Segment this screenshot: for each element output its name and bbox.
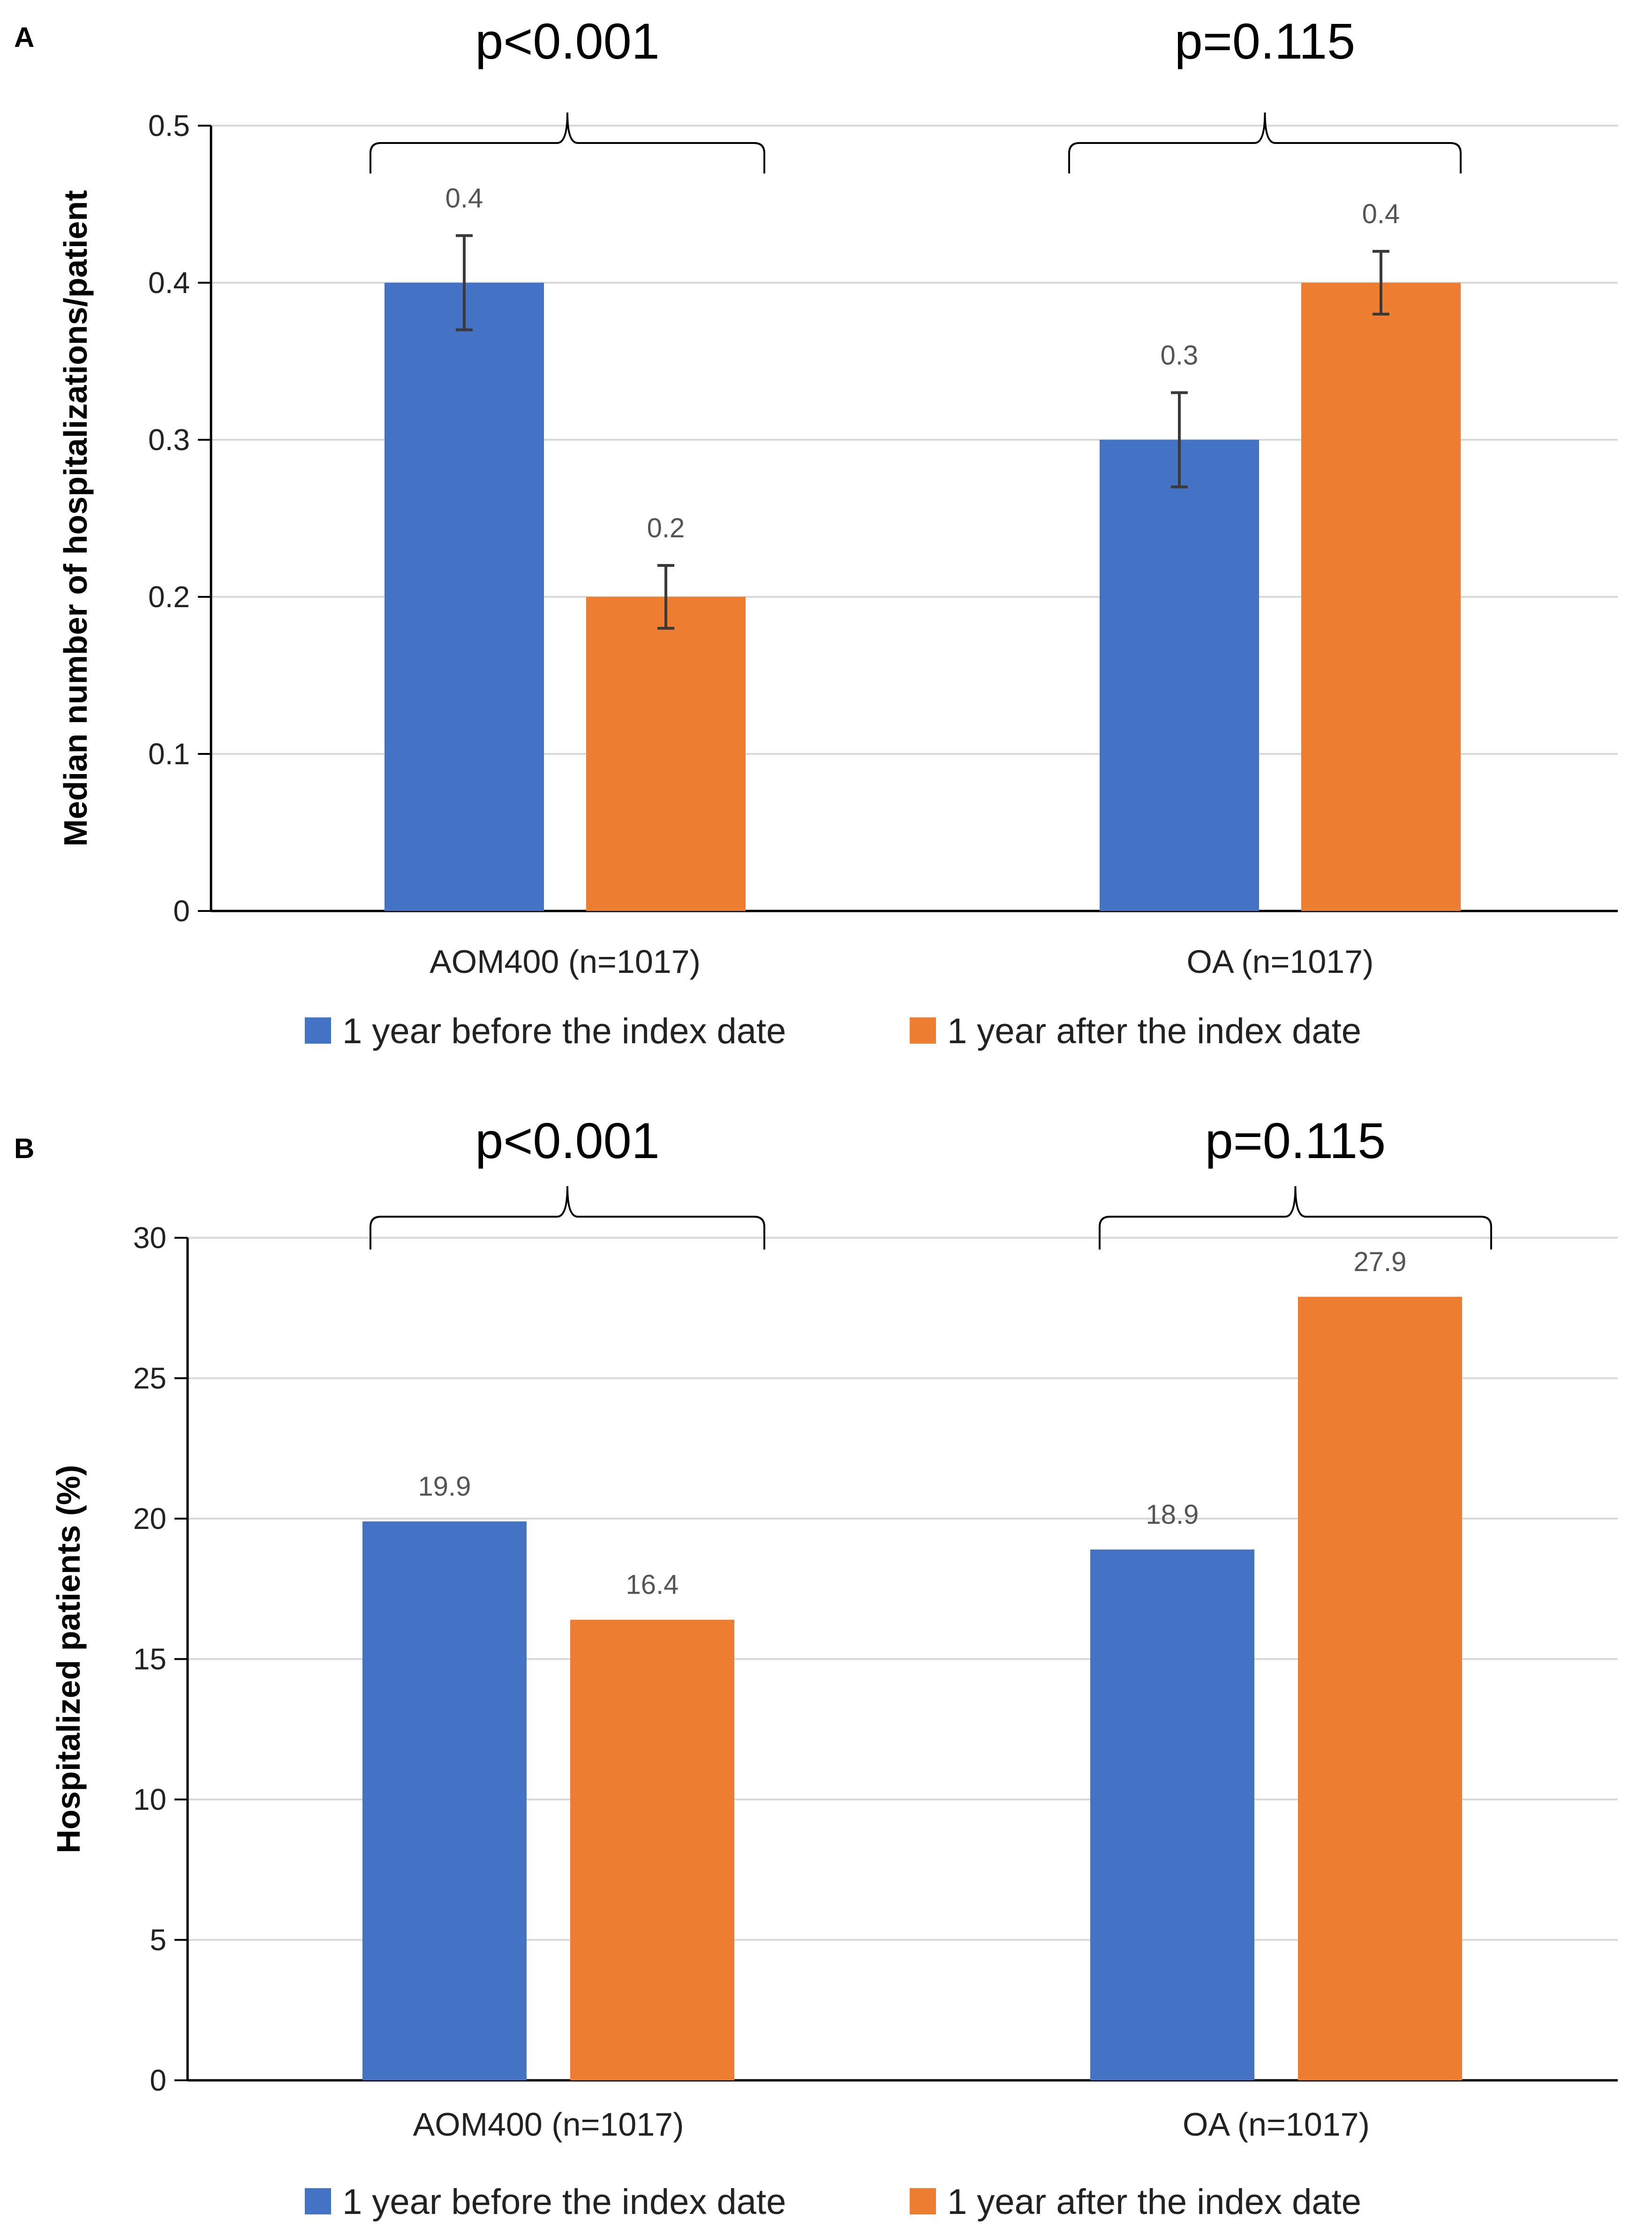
panel-b-letter: B (14, 1133, 34, 1164)
panel-a-data-label: 0.4 (1362, 199, 1400, 229)
panel-b-p-value: p<0.001 (475, 1112, 659, 1169)
panel-a-significance-brace (1068, 112, 1462, 173)
panel-b-category-label: AOM400 (n=1017) (413, 2106, 684, 2143)
panel-b-data-label: 18.9 (1146, 1499, 1199, 1530)
panel-b-legend-swatch (910, 2188, 936, 2214)
panel-b-significance-brace (370, 1186, 765, 1249)
panel-b-bar (362, 1521, 527, 2080)
panel-a-data-label: 0.4 (445, 183, 483, 214)
panel-b-y-axis-label: Hospitalized patients (%) (50, 1465, 87, 1853)
panel-a-legend-label: 1 year after the index date (947, 1011, 1361, 1051)
panel-a-legend-swatch (910, 1017, 936, 1044)
panel-b-tick-label: 5 (150, 1923, 166, 1957)
panel-a-category-label: OA (n=1017) (1187, 943, 1374, 980)
panel-b: B 0 5 10 15 20 25 30 Hospitalized patients (%) 19… (14, 1112, 1618, 2222)
panel-b-tick-label: 15 (133, 1642, 166, 1676)
panel-a-legend-swatch (305, 1017, 331, 1044)
panel-a-bar (385, 283, 544, 911)
panel-a-letter: A (14, 22, 34, 53)
panel-b-category-label: OA (n=1017) (1183, 2106, 1370, 2143)
panel-a-p-value: p<0.001 (475, 13, 659, 69)
panel-b-tick-label: 20 (133, 1502, 166, 1536)
panel-a-bar (1301, 283, 1461, 911)
panel-b-bar (1090, 1549, 1254, 2080)
panel-a-significance-brace (370, 112, 765, 173)
panel-b-data-label: 16.4 (626, 1570, 679, 1600)
panel-a-legend-label: 1 year before the index date (342, 1011, 786, 1051)
panel-a-tick-label: 0 (173, 894, 190, 928)
panel-a-y-axis-label: Median number of hospitalizations/patien… (57, 190, 94, 846)
panel-a-tick-label: 0.1 (148, 737, 190, 771)
panel-a: A 0 0.1 0.2 0.3 0.4 0.5 Median number of hospit… (14, 13, 1618, 1051)
panel-a-tick-label: 0.3 (148, 423, 190, 457)
panel-b-tick-label: 30 (133, 1221, 166, 1255)
panel-b-data-label: 27.9 (1354, 1247, 1407, 1277)
panel-b-legend-swatch (305, 2188, 331, 2214)
panel-b-tick-label: 25 (133, 1362, 166, 1395)
panel-a-data-label: 0.3 (1161, 340, 1199, 371)
panel-a-p-value: p=0.115 (1175, 13, 1355, 69)
panel-a-category-label: AOM400 (n=1017) (430, 943, 701, 980)
panel-b-significance-brace (1099, 1186, 1492, 1249)
panel-a-bar (586, 597, 746, 911)
panel-b-legend-label: 1 year before the index date (342, 2182, 786, 2222)
panel-a-bar (1100, 440, 1259, 911)
panel-a-tick-label: 0.2 (148, 580, 190, 614)
panel-a-tick-label: 0.4 (148, 266, 190, 300)
panel-b-p-value: p=0.115 (1205, 1112, 1386, 1169)
panel-b-bar (1298, 1296, 1462, 2080)
panel-b-tick-label: 0 (150, 2063, 166, 2097)
panel-b-tick-label: 10 (133, 1783, 166, 1816)
panel-a-tick-label: 0.5 (148, 109, 190, 143)
panel-b-data-label: 19.9 (418, 1471, 471, 1502)
panel-b-legend-label: 1 year after the index date (947, 2182, 1361, 2222)
panel-b-bar (570, 1619, 734, 2080)
panel-a-data-label: 0.2 (647, 513, 685, 543)
